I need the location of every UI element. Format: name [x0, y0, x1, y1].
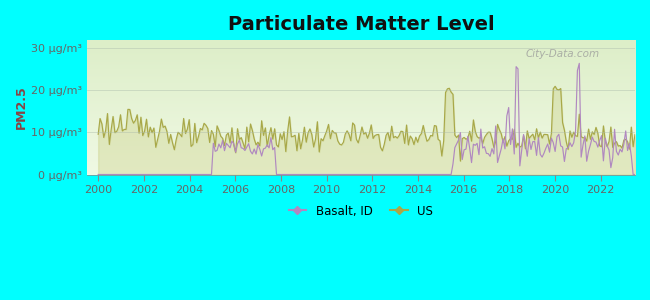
- Text: City-Data.com: City-Data.com: [525, 49, 599, 59]
- Legend: Basalt, ID, US: Basalt, ID, US: [284, 200, 438, 223]
- Title: Particulate Matter Level: Particulate Matter Level: [227, 15, 494, 34]
- Y-axis label: PM2.5: PM2.5: [15, 85, 28, 129]
